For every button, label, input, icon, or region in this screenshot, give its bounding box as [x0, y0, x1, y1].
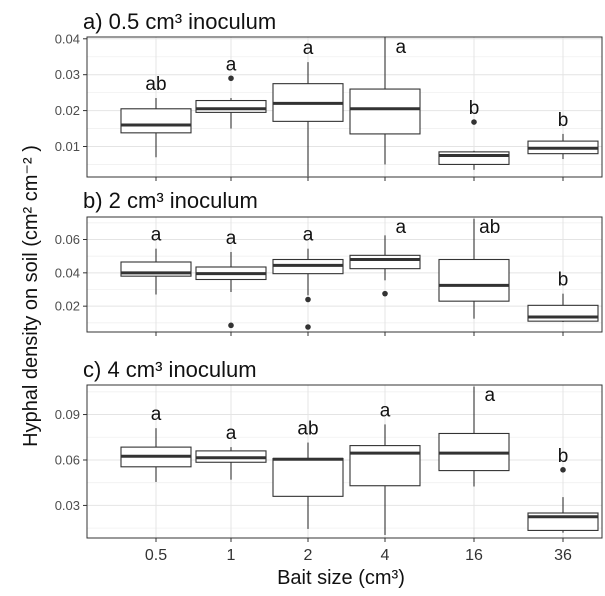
y-tick-label: 0.06 — [55, 452, 80, 467]
y-tick-label: 0.02 — [55, 299, 80, 314]
y-tick-label: 0.04 — [55, 265, 80, 280]
panel-border — [86, 384, 603, 539]
box-iqr — [195, 99, 267, 113]
significance-letter: a — [395, 37, 406, 58]
box-16: b — [438, 98, 510, 170]
box-iqr — [349, 254, 421, 270]
significance-letter: a — [380, 400, 391, 421]
outlier-point — [471, 119, 477, 125]
significance-letter: a — [151, 404, 162, 425]
y-tick-label: 0.09 — [55, 407, 80, 422]
significance-letter: a — [226, 423, 237, 444]
box-0.5: a — [120, 225, 192, 295]
box-iqr — [438, 258, 510, 302]
significance-letter: ab — [145, 74, 166, 95]
box-0.5: a — [120, 404, 192, 482]
box-4: a — [349, 37, 421, 165]
significance-letter: a — [226, 228, 237, 249]
significance-letter: b — [558, 110, 569, 131]
outlier-point — [560, 467, 566, 473]
significance-letter: a — [303, 38, 314, 59]
outlier-point — [228, 75, 234, 82]
box-0.5: ab — [120, 74, 192, 158]
x-tick-label: 16 — [465, 547, 483, 564]
box-iqr — [120, 108, 192, 134]
significance-letter: ab — [297, 419, 318, 440]
significance-letter: b — [558, 446, 569, 467]
y-tick-label: 0.03 — [55, 498, 80, 513]
box-1: a — [195, 54, 267, 129]
significance-letter: a — [395, 217, 406, 238]
significance-letter: a — [484, 385, 495, 406]
box-1: a — [195, 228, 267, 329]
box-1: a — [195, 423, 267, 480]
panel-title: c) 4 cm³ inoculum — [83, 357, 257, 382]
box-36: b — [527, 110, 599, 160]
outlier-point — [305, 324, 311, 330]
box-2: a — [272, 225, 344, 330]
box-iqr — [349, 88, 421, 135]
box-2: a — [272, 38, 344, 177]
box-iqr — [527, 304, 599, 322]
x-tick-label: 0.5 — [145, 547, 167, 564]
x-tick-label: 4 — [381, 547, 390, 564]
panel-title: a) 0.5 cm³ inoculum — [83, 9, 276, 34]
y-axis-title: Hyphal density on soil (cm² cm⁻² ) — [20, 145, 42, 447]
significance-letter: b — [558, 270, 569, 291]
box-36: b — [527, 270, 599, 322]
significance-letter: ab — [479, 217, 500, 238]
box-36: b — [527, 446, 599, 533]
box-16: a — [438, 385, 510, 487]
plot-area — [87, 37, 602, 177]
x-tick-label: 36 — [554, 547, 572, 564]
y-tick-label: 0.04 — [55, 31, 80, 46]
x-axis-title: Bait size (cm³) — [277, 567, 405, 589]
panel-title: b) 2 cm³ inoculum — [83, 188, 258, 213]
x-tick-label: 1 — [227, 547, 236, 564]
outlier-point — [305, 296, 311, 303]
panel-border — [86, 216, 603, 333]
box-iqr — [272, 457, 344, 497]
significance-letter: a — [151, 225, 162, 246]
significance-letter: b — [469, 98, 480, 119]
box-iqr — [438, 151, 510, 165]
box-16: ab — [438, 217, 510, 319]
significance-letter: a — [226, 54, 237, 75]
y-tick-label: 0.02 — [55, 103, 80, 118]
y-tick-label: 0.03 — [55, 67, 80, 82]
box-2: ab — [272, 419, 344, 529]
box-4: a — [349, 217, 421, 297]
outlier-point — [228, 322, 234, 329]
box-4: a — [349, 400, 421, 535]
y-tick-label: 0.01 — [55, 139, 80, 154]
panel-2: b) 2 cm³ inoculum 0.02 0.04 0.06 a a a a ab b — [55, 188, 603, 336]
panel-border — [86, 36, 603, 178]
y-tick-label: 0.06 — [55, 232, 80, 247]
outlier-point — [382, 290, 388, 297]
box-iqr — [349, 445, 421, 487]
significance-letter: a — [303, 225, 314, 246]
x-tick-label: 2 — [304, 547, 313, 564]
